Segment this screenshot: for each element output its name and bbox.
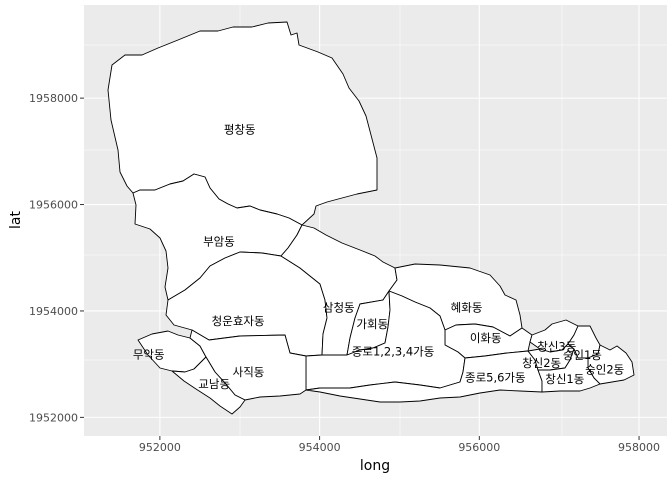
region-label: 가회동 <box>356 317 388 331</box>
region-label: 창신3동 <box>537 340 576 354</box>
x-tick-label: 952000 <box>139 441 181 454</box>
region-gyonam <box>171 356 246 415</box>
y-axis: 1952000 1954000 1956000 1958000 <box>29 92 84 424</box>
region-label: 종로5,6가동 <box>465 371 526 385</box>
region-label: 창신1동 <box>545 372 584 386</box>
region-label: 창신2동 <box>522 356 561 370</box>
axes: 952000 954000 956000 958000 195200019540001… <box>8 92 660 474</box>
region-sajik <box>189 329 307 401</box>
x-axis-title: long <box>360 458 390 474</box>
x-tick-label: 954000 <box>299 441 341 454</box>
y-axis-title: lat <box>8 211 24 229</box>
y-tick-label: 1958000 <box>29 92 78 105</box>
region-label: 삼청동 <box>323 300 355 314</box>
x-tick-label: 956000 <box>458 441 500 454</box>
region-label: 사직동 <box>233 365 265 379</box>
region-changsin1 <box>537 348 601 393</box>
region-label: 청운효자동 <box>212 314 265 328</box>
y-tick-label: 1956000 <box>29 199 78 212</box>
region-label: 숭인1동 <box>563 348 602 362</box>
region-label: 숭인2동 <box>585 363 624 377</box>
region-label: 종로1,2,3,4가동 <box>352 344 435 358</box>
x-axis: 952000 954000 956000 958000 <box>139 436 660 454</box>
region-layer <box>107 21 635 415</box>
region-label: 평창동 <box>224 123 256 137</box>
region-label: 혜화동 <box>451 300 483 314</box>
x-tick-label: 958000 <box>618 441 660 454</box>
y-tick-label: 1954000 <box>29 305 78 318</box>
y-tick-label: 1952000 <box>29 411 78 424</box>
region-label: 무악동 <box>133 348 165 362</box>
region-label: 이화동 <box>470 331 502 345</box>
region-label: 부암동 <box>203 234 235 248</box>
region-label: 교남동 <box>198 377 230 391</box>
